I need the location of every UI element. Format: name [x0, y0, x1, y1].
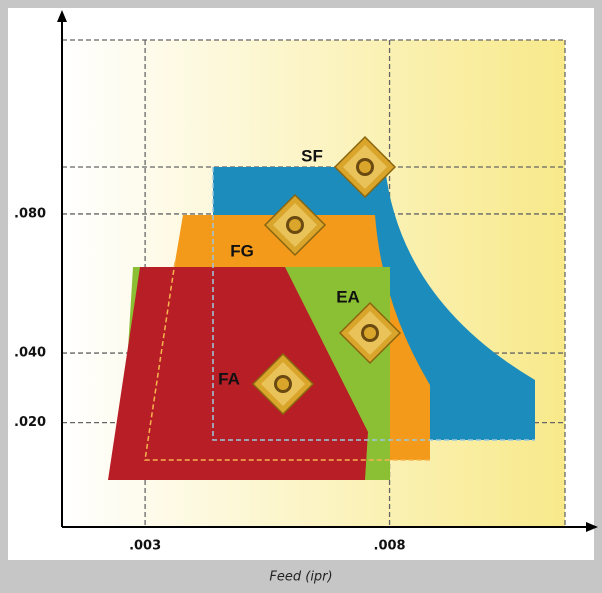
outline [144, 261, 430, 461]
region-label: FG [230, 241, 254, 260]
x-axis-title: Feed (ipr) [269, 570, 332, 585]
y-tick-label: .020 [14, 415, 46, 430]
region-fa [108, 267, 368, 480]
region-label: FA [218, 369, 240, 388]
arrow [586, 522, 598, 532]
region-label: SF [301, 146, 323, 165]
x-tick-label: .003 [129, 539, 161, 554]
arrow [57, 10, 67, 22]
y-tick-label: .080 [14, 206, 46, 221]
x-tick-label: .008 [374, 539, 406, 554]
region-label: EA [336, 287, 360, 306]
y-tick-label: .040 [14, 346, 46, 361]
outline [212, 167, 535, 441]
